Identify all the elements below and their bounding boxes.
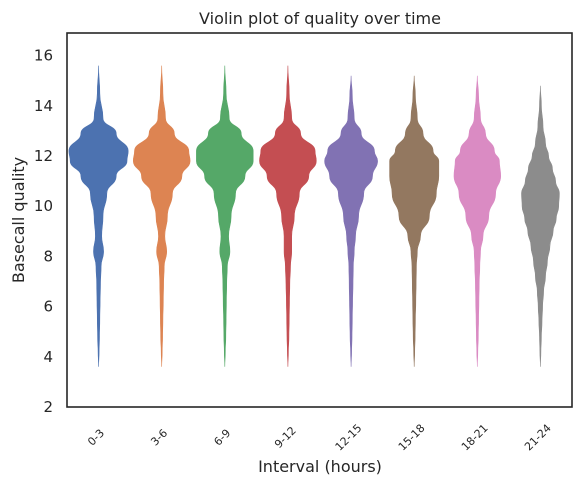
y-tick-label: 14 (34, 97, 53, 115)
x-tick-label: 21-24 (522, 422, 554, 454)
plot-frame (66, 32, 573, 408)
x-axis-ticks: 0-3 3-6 6-9 9-12 12-15 15-18 18-21 21-24 (85, 422, 554, 454)
y-axis-label: Basecall quality (9, 157, 28, 283)
violin-18-21 (453, 75, 502, 368)
y-tick-label: 16 (34, 47, 53, 65)
y-axis-ticks: 2 4 6 8 10 12 14 16 (34, 47, 53, 416)
y-tick-label: 2 (43, 398, 53, 416)
y-tick-label: 4 (43, 348, 53, 366)
violin-21-24 (521, 85, 560, 368)
x-tick-label: 12-15 (333, 422, 365, 454)
x-tick-label: 9-12 (272, 424, 299, 451)
violin-3-6 (132, 65, 191, 368)
x-tick-label: 3-6 (148, 427, 170, 449)
violin-12-15 (324, 75, 378, 368)
y-tick-label: 8 (43, 247, 53, 265)
y-tick-label: 10 (34, 197, 53, 215)
x-tick-label: 18-21 (459, 422, 491, 454)
x-tick-label: 6-9 (211, 427, 233, 449)
violin-group (68, 65, 560, 368)
violin-9-12 (259, 65, 317, 368)
chart-title: Violin plot of quality over time (199, 9, 441, 28)
violin-15-18 (389, 75, 440, 368)
x-axis-label: Interval (hours) (258, 457, 382, 476)
y-tick-label: 12 (34, 147, 53, 165)
x-tick-label: 15-18 (396, 422, 428, 454)
violin-6-9 (196, 65, 254, 368)
x-tick-label: 0-3 (85, 427, 107, 449)
y-tick-label: 6 (43, 298, 53, 316)
violin-0-3 (68, 65, 129, 368)
